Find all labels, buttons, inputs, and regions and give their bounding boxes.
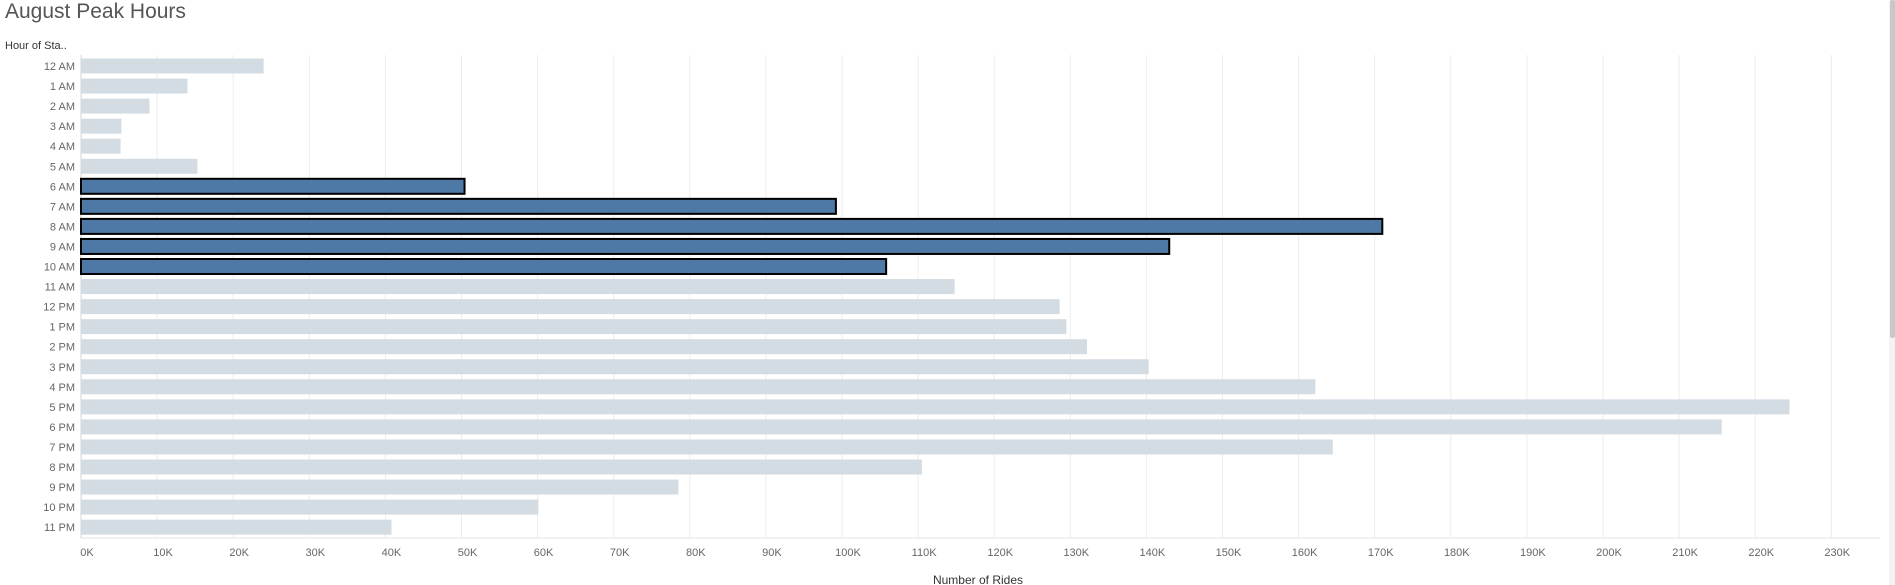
y-category-label: 3 PM xyxy=(49,362,75,374)
y-category-label: 2 PM xyxy=(49,342,75,354)
x-axis-title: Number of Rides xyxy=(933,573,1023,585)
bar-1-pm[interactable] xyxy=(81,319,1067,335)
bar-9-pm[interactable] xyxy=(81,479,679,495)
x-tick-label: 180K xyxy=(1444,547,1470,559)
x-tick-label: 120K xyxy=(987,547,1013,559)
y-category-label: 5 PM xyxy=(49,402,75,414)
y-category-label: 7 PM xyxy=(49,442,75,454)
x-tick-label: 210K xyxy=(1672,547,1698,559)
bar-5-am[interactable] xyxy=(81,158,198,174)
x-tick-label: 150K xyxy=(1216,547,1242,559)
x-tick-label: 50K xyxy=(458,547,478,559)
bar-4-am[interactable] xyxy=(81,138,121,154)
bar-8-pm[interactable] xyxy=(81,459,922,475)
bar-7-pm[interactable] xyxy=(81,439,1333,455)
y-category-label: 7 AM xyxy=(50,201,75,213)
bar-9-am[interactable] xyxy=(80,237,1171,255)
x-tick-label: 130K xyxy=(1063,547,1089,559)
bar-2-am[interactable] xyxy=(81,98,150,114)
x-axis-ticks: 0K 10K 20K 30K 40K 50K 60K 70K 80K 90K 100K 110K 120… xyxy=(80,547,1851,559)
x-tick-label: 10K xyxy=(153,547,173,559)
bar-8-am[interactable] xyxy=(80,217,1384,235)
y-category-label: 3 AM xyxy=(50,121,75,133)
bar-1-am[interactable] xyxy=(81,78,188,94)
y-category-label: 12 PM xyxy=(43,302,75,314)
bars xyxy=(80,58,1790,535)
y-category-label: 9 AM xyxy=(50,241,75,253)
row-header-label[interactable]: Hour of Sta.. xyxy=(5,40,67,52)
y-category-label: 8 PM xyxy=(49,462,75,474)
bar-6-pm[interactable] xyxy=(81,419,1722,435)
bar-7-am[interactable] xyxy=(80,197,837,215)
y-category-label: 1 AM xyxy=(50,81,75,93)
y-category-label: 1 PM xyxy=(49,322,75,334)
chart-title: August Peak Hours xyxy=(5,0,186,23)
y-category-label: 10 PM xyxy=(43,502,75,514)
x-tick-label: 190K xyxy=(1520,547,1546,559)
y-category-label: 9 PM xyxy=(49,482,75,494)
bar-6-am[interactable] xyxy=(80,177,466,195)
bar-2-pm[interactable] xyxy=(81,339,1088,355)
y-category-label: 12 AM xyxy=(44,61,75,73)
y-category-label: 2 AM xyxy=(50,101,75,113)
bar-4-pm[interactable] xyxy=(81,379,1316,395)
y-axis-labels: 12 AM 1 AM 2 AM 3 AM 4 AM 5 AM 6 AM 7 AM 8 AM 9 A… xyxy=(43,61,75,534)
bar-3-pm[interactable] xyxy=(81,359,1149,375)
y-category-label: 5 AM xyxy=(50,161,75,173)
y-category-label: 6 AM xyxy=(50,181,75,193)
x-tick-label: 60K xyxy=(534,547,554,559)
x-tick-label: 40K xyxy=(382,547,402,559)
bar-10-pm[interactable] xyxy=(81,499,539,515)
y-category-label: 11 PM xyxy=(44,522,75,534)
bar-12-am[interactable] xyxy=(81,58,264,74)
grid-lines xyxy=(80,55,1880,539)
x-tick-label: 220K xyxy=(1748,547,1774,559)
scrollbar-thumb[interactable] xyxy=(1890,0,1895,338)
bar-10-am[interactable] xyxy=(80,258,888,275)
x-tick-label: 230K xyxy=(1824,547,1850,559)
x-tick-label: 0K xyxy=(80,547,94,559)
bar-5-pm[interactable] xyxy=(81,399,1790,415)
y-category-label: 10 AM xyxy=(44,262,75,274)
bar-11-am[interactable] xyxy=(81,279,955,295)
x-tick-label: 200K xyxy=(1596,547,1622,559)
y-category-label: 11 AM xyxy=(45,282,75,294)
bar-11-pm[interactable] xyxy=(81,519,392,535)
x-tick-label: 80K xyxy=(686,547,706,559)
bar-3-am[interactable] xyxy=(81,118,122,134)
x-tick-label: 160K xyxy=(1292,547,1318,559)
x-tick-label: 100K xyxy=(835,547,861,559)
y-category-label: 6 PM xyxy=(49,422,75,434)
x-tick-label: 140K xyxy=(1140,547,1166,559)
y-category-label: 4 PM xyxy=(49,382,75,394)
x-tick-label: 90K xyxy=(762,547,782,559)
x-tick-label: 170K xyxy=(1368,547,1394,559)
x-tick-label: 70K xyxy=(610,547,630,559)
bar-12-pm[interactable] xyxy=(81,299,1060,315)
x-tick-label: 20K xyxy=(229,547,249,559)
y-category-label: 4 AM xyxy=(50,141,75,153)
x-tick-label: 110K xyxy=(912,547,938,559)
y-category-label: 8 AM xyxy=(50,221,75,233)
x-tick-label: 30K xyxy=(306,547,326,559)
